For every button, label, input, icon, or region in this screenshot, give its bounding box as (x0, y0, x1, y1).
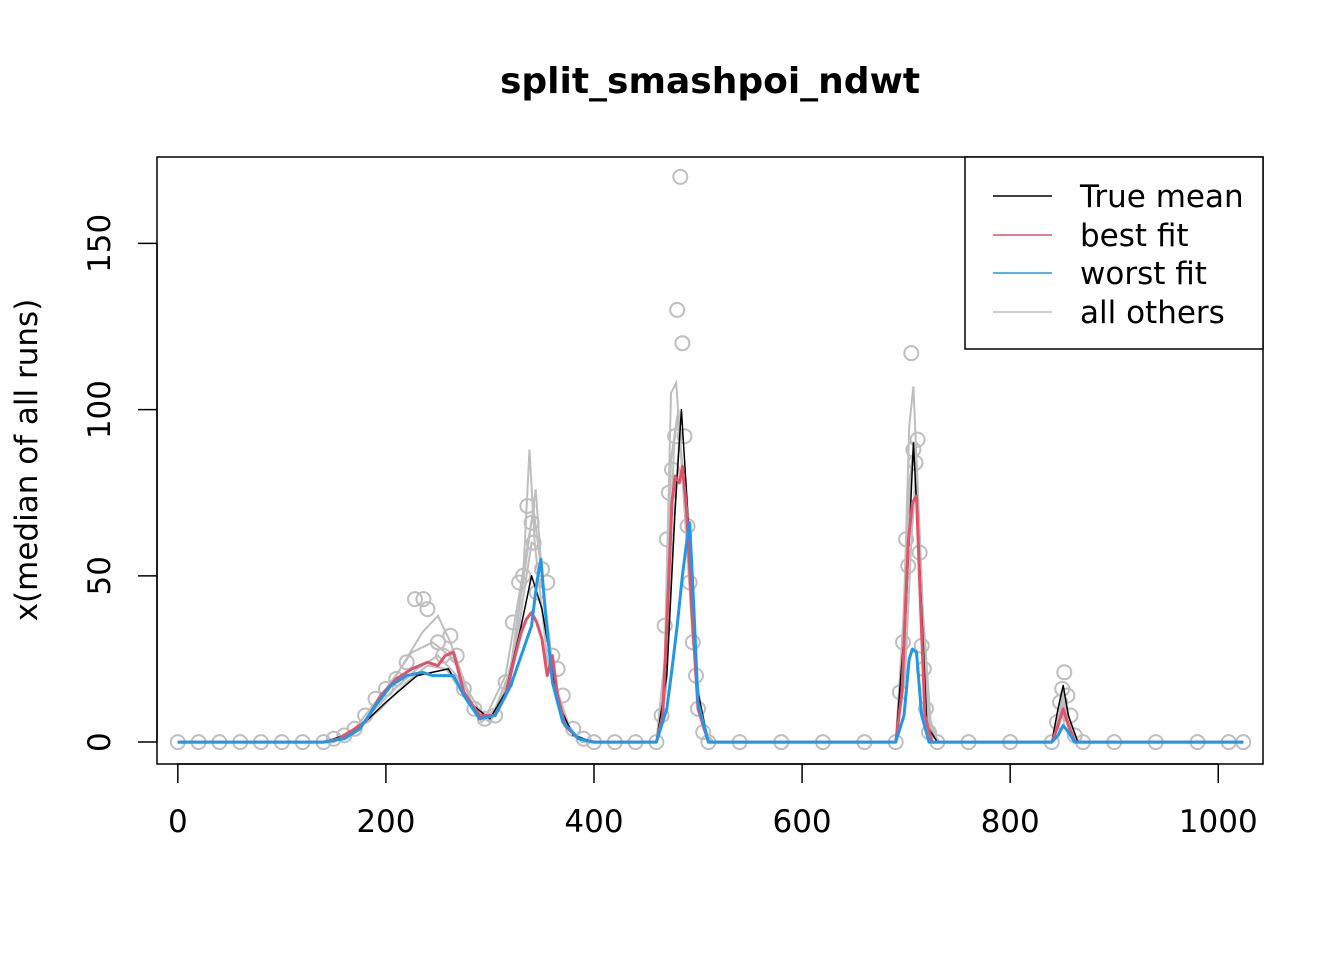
data-point-37 (539, 574, 556, 591)
data-point-71 (898, 531, 915, 548)
data-point-29 (504, 614, 521, 631)
data-point-51 (664, 461, 680, 478)
data-point-32 (519, 498, 536, 514)
legend-label-true-mean: True mean (1079, 179, 1244, 215)
true-mean-series (177, 408, 1244, 743)
data-point-31 (515, 567, 532, 584)
all-others-line-4 (177, 409, 1244, 744)
data-point-48 (656, 617, 673, 634)
data-point-76 (909, 431, 926, 448)
y-tick-label: 0 (82, 732, 118, 752)
all-others-line-3 (177, 436, 1244, 744)
y-tick-label: 50 (82, 556, 118, 595)
x-tick-label: 400 (564, 804, 623, 840)
y-axis-label: x(median of all runs) (9, 299, 45, 622)
legend-label-worst-fit: worst fit (1080, 256, 1207, 292)
data-point-25 (466, 700, 483, 717)
data-point-56 (676, 428, 693, 445)
x-axis: 0 200 400 600 800 1000 (168, 763, 1258, 840)
data-point-22 (442, 627, 459, 644)
x-tick-label: 600 (772, 804, 831, 840)
legend: True mean best fit worst fit all others (964, 156, 1264, 350)
data-point-17 (407, 591, 423, 608)
data-point-16 (398, 654, 415, 671)
data-point-18 (415, 591, 432, 608)
true-mean-line (177, 408, 1244, 743)
data-point-73 (903, 345, 920, 362)
worst-fit-series (177, 521, 1244, 744)
worst-fit-line (177, 521, 1244, 744)
legend-box (964, 156, 1264, 350)
x-tick-label: 0 (168, 804, 188, 840)
y-tick-label: 100 (82, 380, 118, 439)
y-tick-label: 150 (82, 214, 118, 273)
best-fit-series (177, 464, 1244, 744)
best-fit-line (177, 464, 1244, 744)
all-others-series (177, 379, 1244, 744)
data-point-19 (419, 601, 436, 618)
data-point-20 (429, 634, 446, 651)
x-tick-label: 200 (356, 804, 415, 840)
data-point-55 (674, 335, 691, 352)
data-point-34 (525, 534, 542, 551)
data-point-53 (669, 301, 686, 318)
all-others-line-1 (177, 379, 1244, 744)
chart-title: split_smashpoi_ndwt (500, 61, 920, 102)
data-point-54 (672, 168, 689, 185)
legend-label-best-fit: best fit (1080, 218, 1189, 254)
x-tick-label: 800 (981, 804, 1040, 840)
data-point-89 (1056, 664, 1073, 681)
data-point-33 (523, 514, 540, 531)
legend-label-all-others: all others (1080, 295, 1225, 331)
data-point-14 (377, 680, 394, 697)
data-point-52 (667, 428, 684, 445)
all-others-line-2 (177, 416, 1244, 744)
y-axis: 0 50 100 150 (82, 214, 158, 752)
x-tick-label: 1000 (1179, 804, 1258, 840)
